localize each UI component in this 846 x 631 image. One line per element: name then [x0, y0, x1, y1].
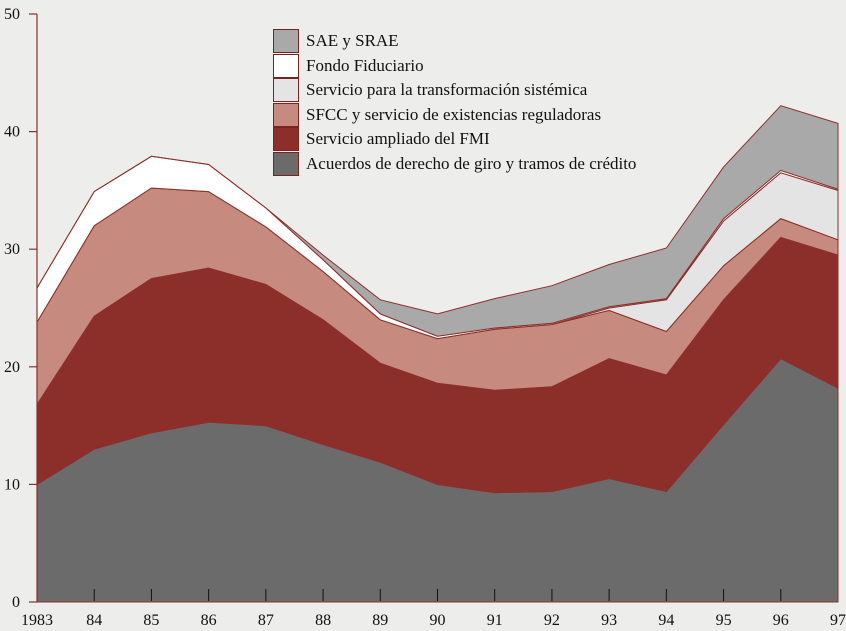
legend-swatch [273, 102, 299, 127]
x-tick-label: 87 [258, 612, 274, 629]
area [36, 105, 839, 337]
legend-item: SFCC y servicio de existencias regulador… [273, 102, 693, 128]
legend-label: Acuerdos de derecho de giro y tramos de … [306, 153, 637, 173]
legend-label: SAE y SRAE [306, 31, 399, 50]
x-tick-label: 91 [487, 612, 503, 629]
x-tick-label: 93 [601, 612, 617, 629]
x-tick-label: 86 [201, 612, 217, 629]
legend-swatch [273, 78, 299, 103]
legend-item: Servicio ampliado del FMI [273, 127, 693, 152]
legend-item: Servicio para la transformación sistémic… [273, 78, 693, 103]
legend-swatch [273, 151, 299, 176]
legend: SAE y SRAE Fondo Fiduciario Servicio para … [273, 29, 693, 177]
y-tick-label: 0 [12, 594, 20, 611]
x-tick-label: 89 [372, 612, 388, 629]
x-tick-label: 96 [773, 612, 789, 629]
legend-item: SAE y SRAE [273, 29, 693, 54]
legend-swatch [273, 29, 299, 53]
legend-swatch [273, 53, 299, 78]
x-tick-label: 97 [830, 612, 846, 629]
x-tick-label: 94 [658, 612, 674, 629]
legend-label: Servicio ampliado del FMI [306, 129, 490, 149]
legend-item: Acuerdos de derecho de giro y tramos de … [273, 151, 693, 177]
legend-swatch [273, 127, 299, 152]
x-tick-label: 84 [86, 612, 102, 629]
y-tick-label: 30 [4, 241, 20, 258]
legend-item: Fondo Fiduciario [273, 53, 693, 79]
x-tick-label: 90 [430, 612, 446, 629]
legend-label: Servicio para la transformación sistémic… [306, 80, 588, 100]
legend-label: Fondo Fiduciario [306, 55, 424, 75]
x-tick-label: 92 [544, 612, 560, 629]
y-tick-label: 10 [4, 476, 20, 493]
x-tick-label: 95 [716, 612, 732, 629]
x-tick-label: 88 [315, 612, 331, 629]
x-tick-label: 1983 [21, 612, 53, 629]
legend-label: SFCC y servicio de existencias regulador… [306, 104, 602, 124]
y-tick-label: 40 [4, 124, 20, 141]
y-tick-label: 50 [4, 6, 20, 23]
y-tick-label: 20 [4, 359, 20, 376]
x-tick-label: 85 [143, 612, 159, 629]
